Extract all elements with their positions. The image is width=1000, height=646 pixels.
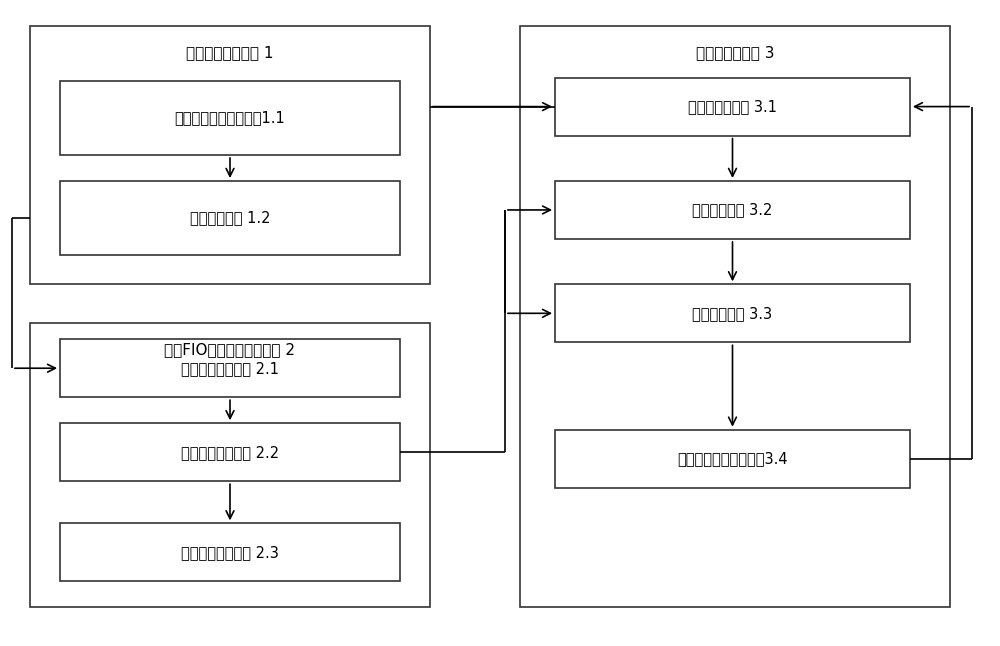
Bar: [30, 323, 430, 607]
Text: 关系模型确定模块 1: 关系模型确定模块 1: [186, 45, 274, 60]
Text: 所需温度计算单元 2.1: 所需温度计算单元 2.1: [181, 360, 279, 376]
Bar: [60, 81, 400, 155]
Bar: [555, 430, 910, 488]
Bar: [30, 26, 430, 284]
Text: 可靠性测试单元 3.1: 可靠性测试单元 3.1: [688, 99, 777, 114]
Text: 温度判断单元 3.3: 温度判断单元 3.3: [692, 306, 773, 321]
Bar: [60, 523, 400, 581]
Bar: [520, 26, 950, 607]
Text: 所需FIO工作负载计算模块 2: 所需FIO工作负载计算模块 2: [164, 342, 296, 357]
Bar: [555, 181, 910, 239]
Text: 初级关系模型创建单元1.1: 初级关系模型创建单元1.1: [175, 110, 285, 125]
Text: 样本数据增加单元 2.3: 样本数据增加单元 2.3: [181, 545, 279, 560]
Bar: [60, 339, 400, 397]
Bar: [60, 423, 400, 481]
Text: 所需负载计算单元 2.2: 所需负载计算单元 2.2: [181, 444, 279, 460]
Text: 温度监测单元 3.2: 温度监测单元 3.2: [692, 202, 773, 218]
Bar: [60, 181, 400, 255]
Text: 模型训练单元 1.2: 模型训练单元 1.2: [190, 211, 270, 225]
Bar: [555, 78, 910, 136]
Text: 可靠性测试模块 3: 可靠性测试模块 3: [696, 45, 774, 60]
Text: 所需负载重新计算单元3.4: 所需负载重新计算单元3.4: [677, 451, 788, 466]
Bar: [555, 284, 910, 342]
